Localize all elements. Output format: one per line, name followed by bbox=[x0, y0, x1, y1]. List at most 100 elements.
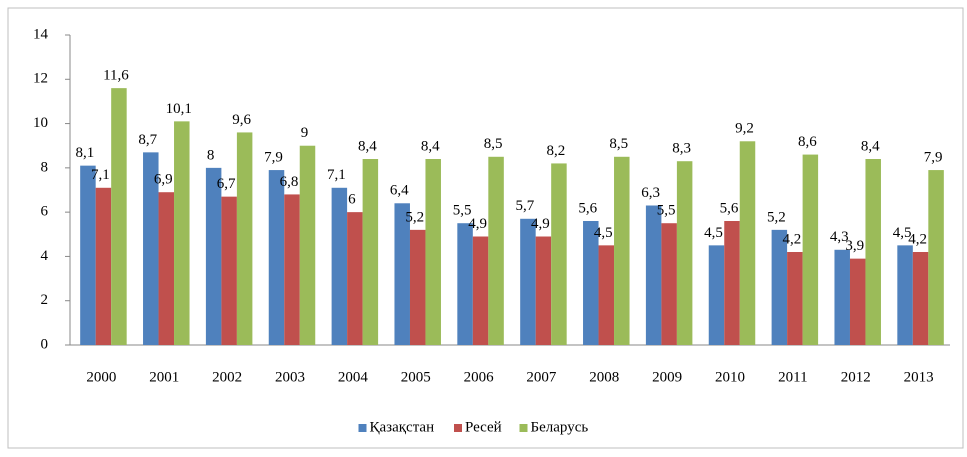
data-label: 8,4 bbox=[861, 138, 880, 154]
legend-swatch bbox=[519, 424, 528, 432]
legend-label: Ресей bbox=[465, 419, 502, 435]
data-label: 6 bbox=[348, 192, 356, 208]
bar bbox=[661, 223, 677, 345]
data-label: 6,9 bbox=[154, 172, 173, 188]
data-label: 4,2 bbox=[782, 231, 801, 247]
bar bbox=[865, 159, 881, 345]
bar bbox=[897, 245, 913, 345]
legend-label: Қазақстан bbox=[370, 419, 435, 435]
bar bbox=[80, 165, 96, 345]
bar bbox=[708, 245, 725, 345]
data-label: 6,7 bbox=[217, 176, 236, 192]
data-label: 10,1 bbox=[166, 101, 192, 117]
bar bbox=[457, 223, 473, 345]
x-tick-label: 2002 bbox=[212, 369, 242, 385]
data-label: 6,4 bbox=[390, 183, 409, 199]
bar bbox=[95, 187, 112, 345]
data-label: 8,7 bbox=[138, 132, 157, 148]
data-label: 5,6 bbox=[578, 200, 597, 216]
data-label: 5,5 bbox=[453, 203, 472, 219]
y-tick-label: 6 bbox=[41, 204, 49, 220]
bar bbox=[362, 159, 379, 345]
data-label: 7,9 bbox=[924, 150, 943, 166]
x-tick-label: 2006 bbox=[464, 369, 495, 385]
data-label: 4,5 bbox=[594, 225, 613, 241]
bar bbox=[347, 212, 363, 345]
x-tick-label: 2004 bbox=[338, 369, 369, 385]
bar bbox=[928, 170, 944, 345]
data-label: 8,4 bbox=[358, 138, 377, 154]
bar bbox=[174, 121, 190, 345]
data-label: 5,2 bbox=[767, 209, 786, 225]
data-label: 5,7 bbox=[516, 198, 535, 214]
data-label: 8,3 bbox=[672, 141, 691, 157]
data-label: 4,9 bbox=[468, 216, 487, 232]
bar bbox=[787, 252, 803, 345]
data-label: 8,1 bbox=[76, 145, 95, 161]
x-tick-label: 2005 bbox=[401, 369, 431, 385]
data-label: 8,6 bbox=[798, 134, 817, 150]
bar bbox=[472, 236, 489, 345]
data-label: 9,6 bbox=[232, 112, 251, 128]
data-label: 9 bbox=[301, 125, 309, 141]
bar bbox=[520, 218, 536, 345]
data-label: 7,9 bbox=[264, 150, 283, 166]
bar bbox=[802, 154, 819, 345]
x-tick-label: 2010 bbox=[715, 369, 745, 385]
x-tick-label: 2011 bbox=[778, 369, 807, 385]
bar bbox=[299, 145, 316, 345]
data-label: 3,9 bbox=[845, 238, 864, 254]
data-label: 6,8 bbox=[280, 174, 299, 190]
legend-label: Беларусь bbox=[531, 419, 589, 435]
data-label: 5,5 bbox=[657, 203, 676, 219]
bar bbox=[912, 252, 929, 345]
y-tick-label: 0 bbox=[41, 336, 49, 352]
bar bbox=[598, 245, 615, 345]
bar bbox=[425, 159, 441, 345]
bar bbox=[488, 156, 504, 345]
data-label: 4,2 bbox=[908, 231, 927, 247]
data-label: 4,5 bbox=[893, 225, 912, 241]
bar bbox=[551, 163, 567, 345]
legend-swatch bbox=[358, 424, 367, 432]
data-label: 11,6 bbox=[103, 68, 129, 84]
x-tick-label: 2001 bbox=[149, 369, 179, 385]
data-label: 7,1 bbox=[91, 167, 110, 183]
data-label: 4,3 bbox=[830, 229, 849, 245]
y-tick-label: 12 bbox=[33, 71, 48, 87]
data-label: 8 bbox=[207, 147, 215, 163]
data-label: 8,5 bbox=[609, 136, 628, 152]
bar bbox=[205, 167, 222, 345]
data-label: 4,5 bbox=[704, 225, 723, 241]
bar bbox=[834, 249, 850, 345]
y-tick-label: 4 bbox=[41, 248, 49, 264]
data-label: 8,5 bbox=[484, 136, 503, 152]
bar bbox=[221, 196, 237, 345]
y-tick-label: 8 bbox=[41, 159, 49, 175]
data-label: 8,2 bbox=[547, 143, 566, 159]
bar bbox=[645, 205, 662, 345]
bar bbox=[409, 229, 426, 345]
bar bbox=[331, 187, 348, 345]
bar bbox=[614, 156, 630, 345]
data-label: 8,4 bbox=[421, 138, 440, 154]
bar bbox=[158, 192, 175, 345]
x-tick-label: 2012 bbox=[841, 369, 871, 385]
data-label: 9,2 bbox=[735, 121, 754, 137]
bar bbox=[535, 236, 552, 345]
x-tick-label: 2008 bbox=[589, 369, 619, 385]
bar bbox=[284, 194, 300, 345]
bar bbox=[236, 132, 253, 345]
x-tick-label: 2003 bbox=[275, 369, 305, 385]
bar bbox=[739, 141, 756, 345]
bar bbox=[849, 258, 866, 345]
legend-swatch bbox=[454, 424, 462, 432]
x-tick-label: 2007 bbox=[526, 369, 557, 385]
data-label: 5,2 bbox=[405, 209, 424, 225]
bar bbox=[268, 170, 285, 345]
x-tick-label: 2000 bbox=[86, 369, 116, 385]
bar bbox=[394, 203, 410, 345]
data-label: 6,3 bbox=[641, 185, 660, 201]
data-label: 4,9 bbox=[531, 216, 550, 232]
